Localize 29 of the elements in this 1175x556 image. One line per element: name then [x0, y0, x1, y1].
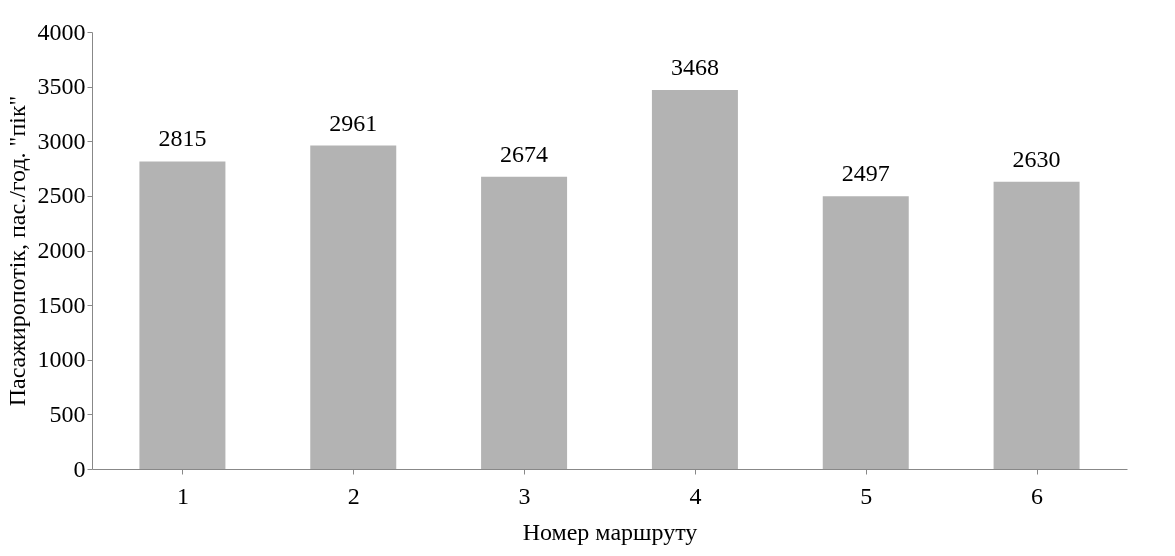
- y-tick-label: 3000: [37, 127, 86, 154]
- bar: [139, 161, 226, 469]
- y-tick-label: 1500: [37, 291, 86, 318]
- data-label: 2961: [329, 109, 378, 136]
- bar: [310, 145, 397, 469]
- y-tick-label: 3500: [37, 73, 86, 100]
- bar: [993, 181, 1080, 469]
- y-tick-label: 2500: [37, 182, 86, 209]
- data-label: 2630: [1012, 145, 1061, 172]
- data-label: 2815: [158, 125, 207, 152]
- x-tick-label: 2: [347, 482, 360, 509]
- y-tick-label: 0: [73, 455, 86, 482]
- x-tick-label: 4: [689, 482, 702, 509]
- bar: [822, 196, 909, 469]
- data-label: 2674: [500, 140, 549, 167]
- x-tick-label: 3: [518, 482, 531, 509]
- y-tick-label: 500: [49, 400, 86, 427]
- bar: [481, 176, 568, 469]
- y-tick-label: 1000: [37, 346, 86, 373]
- y-tick-label: 2000: [37, 237, 86, 263]
- x-tick-label: 6: [1031, 482, 1044, 509]
- data-label: 3468: [670, 54, 719, 81]
- data-label: 2497: [841, 160, 890, 187]
- x-tick-label: 5: [860, 482, 873, 509]
- y-axis-title: Пасажиропотік, пас./год. "пік": [3, 95, 30, 407]
- bar: [651, 90, 738, 469]
- x-axis-title: Номер маршруту: [522, 518, 698, 545]
- x-tick-label: 1: [176, 482, 189, 509]
- y-tick-label: 4000: [37, 18, 86, 45]
